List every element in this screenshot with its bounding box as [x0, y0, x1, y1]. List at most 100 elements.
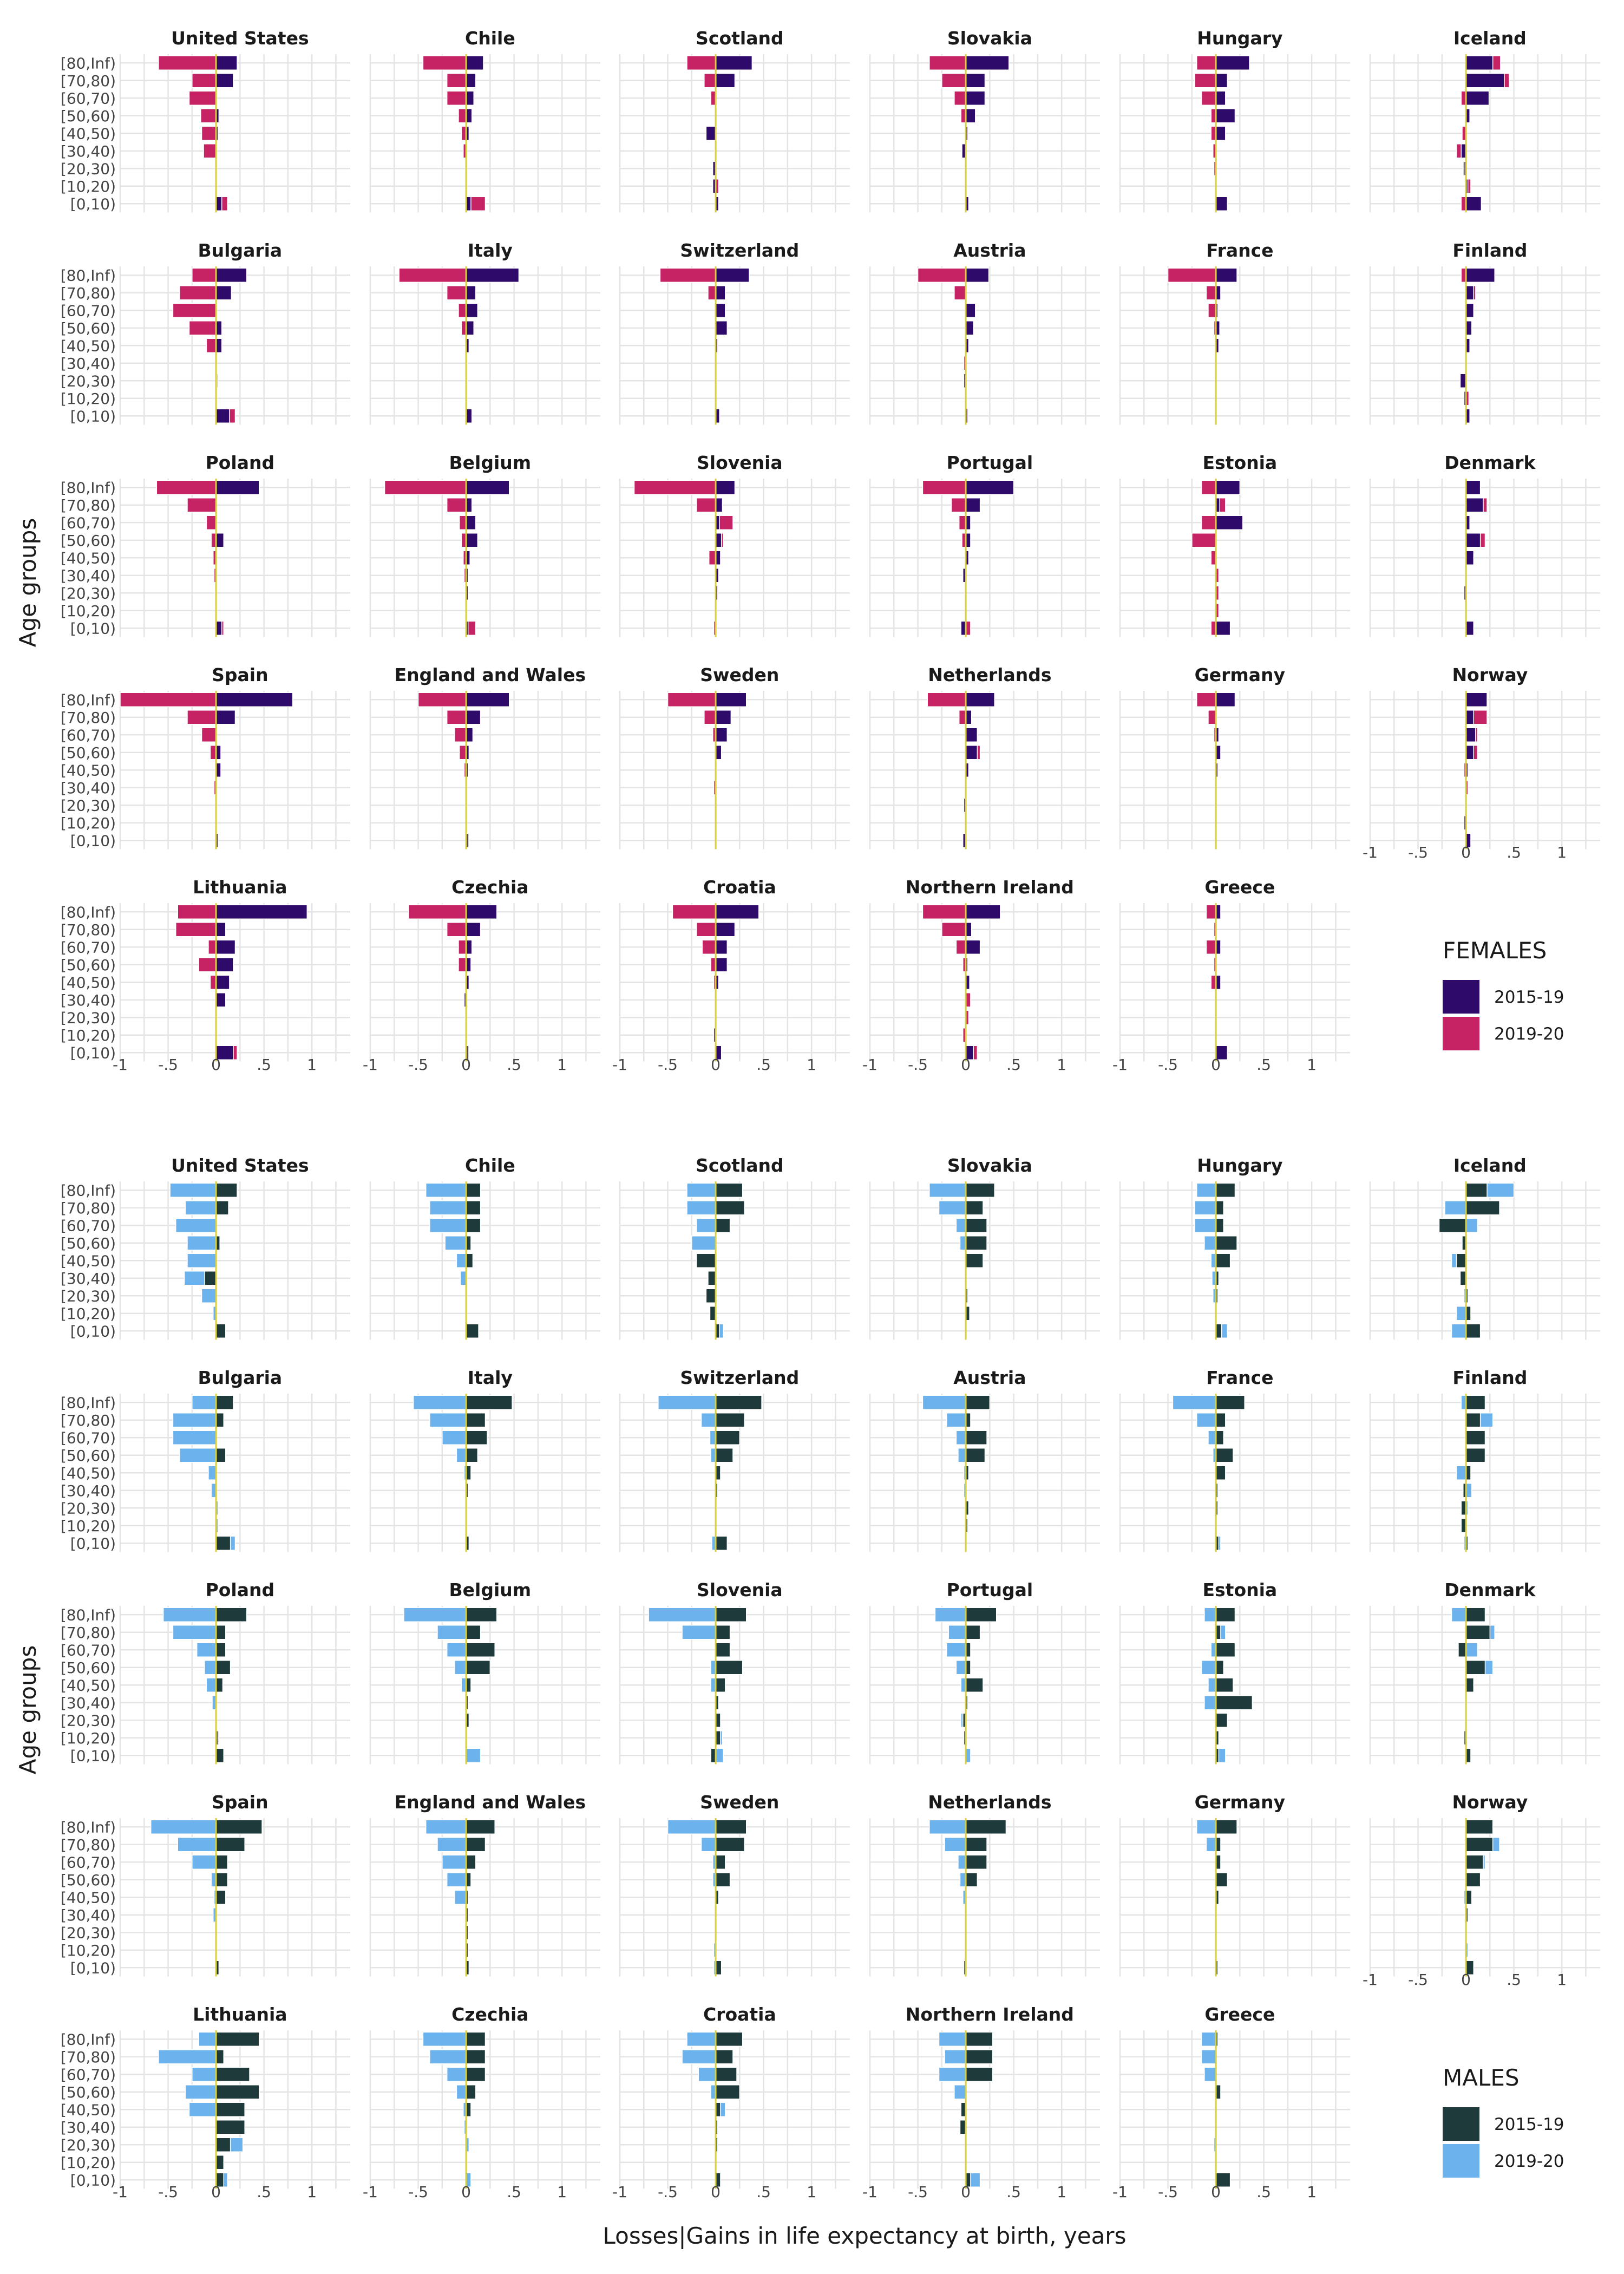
bar-2015-19-slovenia-0: [715, 480, 736, 495]
bar-2015-19-estonia-2: [1215, 515, 1243, 530]
legend-swatch: [1443, 980, 1479, 1014]
bar-2015-19-chile-0: [466, 55, 484, 70]
bar-2019-20-italy-1: [429, 1413, 467, 1428]
y-tick-label: [30,40): [61, 779, 116, 797]
bar-2015-19-belgium-2: [466, 515, 476, 530]
x-tick-label: .5: [756, 1056, 771, 1074]
y-tick-label: [10,20): [61, 178, 116, 195]
bar-2019-20-germany-1: [1208, 710, 1216, 725]
bar-2019-20-england-and-wales-0: [425, 1819, 467, 1834]
bar-2015-19-hungary-4: [1215, 126, 1226, 141]
panel-scotland: Scotland: [619, 1155, 850, 1340]
bar-2019-20-hungary-0: [1196, 1182, 1216, 1198]
bar-2019-20-united-states-1: [192, 73, 217, 88]
bar-2015-19-slovakia-3: [965, 108, 976, 123]
bar-2015-19-scotland-0: [715, 55, 753, 70]
bar-2019-20-austria-1: [946, 1413, 966, 1428]
bar-2015-19-denmark-3: [1465, 533, 1481, 548]
bar-2015-19-slovenia-0: [715, 1607, 747, 1622]
panel-germany: Germany: [1119, 1792, 1350, 1977]
bar-2015-19-sweden-3: [715, 1872, 731, 1887]
bar-2015-19-spain-4: [215, 1890, 226, 1905]
bar-2019-20-denmark-0: [1451, 1607, 1466, 1622]
bar-2019-20-estonia-0: [1201, 480, 1216, 495]
y-tick-label: [20,30): [61, 160, 116, 178]
bar-2015-19-denmark-4: [1465, 1677, 1474, 1693]
bar-2019-20-bulgaria-4: [206, 338, 217, 353]
x-tick-label: -.5: [408, 2183, 428, 2201]
bar-2019-20-united-states-6: [201, 1288, 217, 1303]
x-tick-label: .5: [1006, 2183, 1021, 2201]
y-tick-label: [20,30): [61, 1924, 116, 1942]
bar-2019-20-belgium-8: [466, 1748, 481, 1763]
panel-title: Spain: [212, 1792, 268, 1813]
bar-2019-20-lithuania-4: [209, 975, 217, 990]
bar-2015-19-united-states-0: [215, 55, 238, 70]
bar-2015-19-portugal-0: [965, 1607, 997, 1622]
bar-2019-20-lithuania-4: [188, 2102, 217, 2117]
bar-2015-19-croatia-1: [715, 922, 736, 937]
x-tick-label: .5: [756, 2183, 771, 2201]
x-tick-label: 1: [1057, 1056, 1066, 1074]
panel-netherlands: Netherlands: [869, 1792, 1100, 1977]
bar-2015-19-netherlands-2: [965, 1854, 987, 1870]
x-tick-label: 1: [307, 2183, 317, 2201]
bar-2015-19-estonia-4: [1215, 1677, 1234, 1693]
bar-2019-20-germany-0: [1196, 1819, 1216, 1834]
x-tick-label: -.5: [908, 1056, 928, 1074]
x-tick-label: -1: [612, 2183, 627, 2201]
bar-2015-19-belgium-1: [466, 498, 473, 513]
x-tick-label: 1: [1307, 2183, 1317, 2201]
bar-2015-19-czechia-0: [466, 904, 497, 919]
chart-section-females: United States[80,Inf)[70,80)[60,70)[50,6…: [15, 28, 1600, 1074]
y-tick-label: [20,30): [61, 796, 116, 814]
panel-slovakia: Slovakia: [869, 28, 1100, 213]
bar-2019-20-england-and-wales-1: [446, 710, 467, 725]
bar-2015-19-scotland-6: [705, 1288, 716, 1303]
bar-2019-20-lithuania-1: [175, 922, 217, 937]
bar-2019-20-czechia-3: [456, 2084, 467, 2100]
bar-2015-19-denmark-1: [1465, 498, 1484, 513]
bar-2015-19-austria-2: [965, 303, 976, 318]
bar-2019-20-belgium-2: [459, 515, 467, 530]
bar-2015-19-england-and-wales-0: [466, 692, 510, 707]
x-tick-label: 0: [1211, 1056, 1221, 1074]
bar-2015-19-united-states-5: [204, 1271, 217, 1286]
panel-norway: Norway -1 -.5 0 .5 1: [1363, 664, 1600, 861]
panel-lithuania: Lithuania [80,Inf)[70,80)[60,70)[50,60)[4…: [61, 877, 350, 1074]
bar-2019-20-switzerland-1: [708, 285, 716, 300]
panel-title: United States: [171, 1155, 309, 1176]
bar-2019-20-croatia-0: [672, 904, 716, 919]
y-tick-label: [30,40): [61, 1482, 116, 1500]
bar-2019-20-iceland-8: [1451, 1323, 1466, 1338]
x-tick-label: 0: [961, 1056, 971, 1074]
panel-switzerland: Switzerland: [619, 1367, 850, 1552]
y-tick-label: [70,80): [61, 1624, 116, 1642]
bar-2019-20-poland-3: [204, 1660, 217, 1675]
bar-2019-20-spain-0: [120, 692, 217, 707]
panel-title: Finland: [1452, 1367, 1527, 1388]
x-tick-label: .5: [507, 1056, 521, 1074]
bar-2019-20-scotland-1: [686, 1200, 716, 1216]
bar-2019-20-bulgaria-2: [172, 303, 217, 318]
bar-2015-19-denmark-3: [1465, 1660, 1486, 1675]
panel-england-and-wales: England and Wales: [369, 1792, 600, 1977]
y-tick-label: [30,40): [61, 567, 116, 585]
bar-2015-19-slovenia-1: [715, 1625, 731, 1640]
x-tick-label: 0: [961, 2183, 971, 2201]
bar-2015-19-norway-3: [1465, 1872, 1481, 1887]
y-tick-label: [40,50): [61, 761, 116, 779]
bar-2019-20-portugal-0: [934, 1607, 966, 1622]
bar-2015-19-sweden-1: [715, 1837, 745, 1852]
bar-2015-19-spain-3: [215, 1872, 228, 1887]
bar-2015-19-northern-ireland-2: [965, 2067, 993, 2082]
bar-2019-20-bulgaria-0: [192, 1395, 217, 1410]
bar-2019-20-hungary-0: [1196, 55, 1216, 70]
bar-2015-19-austria-0: [965, 267, 990, 283]
bar-2015-19-scotland-1: [715, 1200, 745, 1216]
bar-2015-19-estonia-3: [1215, 1660, 1224, 1675]
y-tick-label: [70,80): [61, 709, 116, 727]
bar-2015-19-italy-2: [466, 303, 479, 318]
bar-2015-19-england-and-wales-0: [466, 1819, 495, 1834]
bar-2015-19-netherlands-3: [965, 1872, 978, 1887]
